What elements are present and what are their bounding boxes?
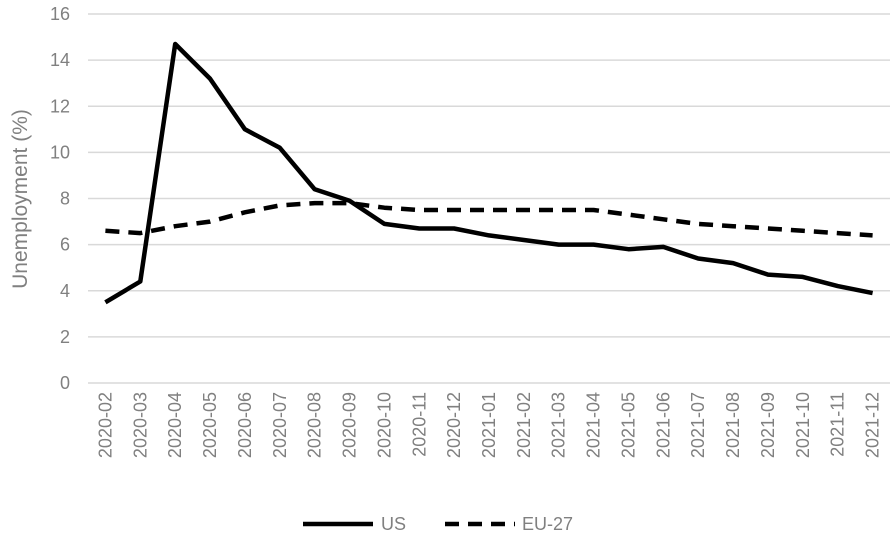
y-tick-label: 16 (50, 4, 70, 24)
y-tick-label: 12 (50, 96, 70, 116)
gridlines (88, 13, 890, 384)
x-tick-label: 2021-09 (758, 392, 778, 458)
x-tick-label: 2021-08 (723, 392, 743, 458)
x-tick-label: 2020-06 (235, 392, 255, 458)
y-tick-label: 6 (60, 235, 70, 255)
y-tick-labels: 0 2 4 6 8 10 12 14 16 (50, 4, 70, 393)
y-tick-label: 10 (50, 142, 70, 162)
legend-label: EU-27 (522, 514, 573, 534)
x-tick-label: 2020-10 (374, 392, 394, 458)
x-tick-label: 2020-03 (130, 392, 150, 458)
series-lines (104, 41, 874, 305)
x-tick-label: 2021-05 (618, 392, 638, 458)
legend-item-0: US (303, 514, 406, 534)
x-tick-label: 2020-05 (200, 392, 220, 458)
x-tick-label: 2021-03 (549, 392, 569, 458)
x-tick-label: 2020-02 (95, 392, 115, 458)
legend-item-1: EU-27 (445, 514, 573, 534)
y-tick-label: 4 (60, 281, 70, 301)
x-tick-label: 2021-04 (584, 392, 604, 458)
x-tick-label: 2021-11 (828, 392, 848, 457)
series-line-0 (104, 41, 874, 305)
x-tick-label: 2020-04 (165, 392, 185, 458)
x-tick-label: 2020-09 (340, 392, 360, 458)
y-axis-title: Unemployment (%) (9, 109, 32, 289)
x-tick-label: 2021-06 (653, 392, 673, 458)
x-tick-label: 2020-11 (409, 392, 429, 457)
y-tick-label: 0 (60, 373, 70, 393)
legend-label: US (381, 514, 406, 534)
x-tick-label: 2020-12 (444, 392, 464, 458)
x-tick-label: 2020-08 (305, 392, 325, 458)
x-tick-label: 2021-10 (793, 392, 813, 458)
x-tick-label: 2020-07 (270, 392, 290, 458)
y-tick-label: 8 (60, 189, 70, 209)
x-tick-labels: 2020-02 2020-03 2020-04 2020-05 2020-06 2020-… (95, 392, 882, 458)
x-tick-label: 2021-01 (479, 392, 499, 458)
x-tick-label: 2021-02 (514, 392, 534, 458)
y-tick-label: 2 (60, 327, 70, 347)
y-tick-label: 14 (50, 50, 70, 70)
x-tick-label: 2021-12 (863, 392, 883, 458)
series-line-1 (105, 200, 873, 238)
legend: US EU-27 (303, 514, 573, 534)
x-tick-label: 2021-07 (688, 392, 708, 458)
